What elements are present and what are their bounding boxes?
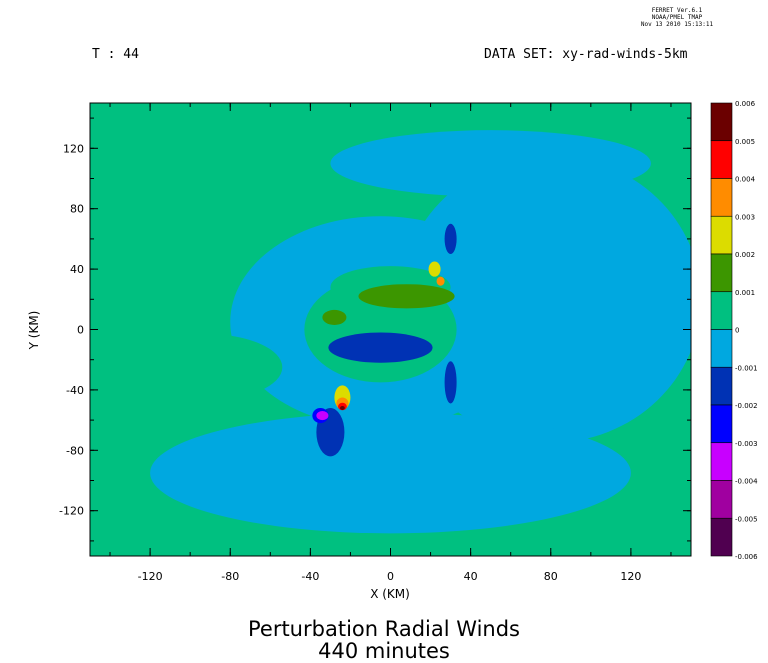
colorbar-label: -0.003 xyxy=(735,440,758,448)
field-region-7 xyxy=(358,284,455,309)
field-region-1 xyxy=(150,412,631,534)
ferret-version-stamp: FERRET Ver.6.1 NOAA/PMEL TMAP Nov 13 201… xyxy=(622,7,732,28)
y-tick-label: 0 xyxy=(77,324,84,337)
chart-title: Perturbation Radial Winds xyxy=(247,617,520,641)
colorbar-label: 0.001 xyxy=(735,289,755,297)
x-tick-label: -80 xyxy=(221,570,239,583)
colorbar-swatch xyxy=(710,517,733,557)
colorbar-label: 0.003 xyxy=(735,213,755,221)
field-region-8 xyxy=(322,309,347,325)
x-tick-label: 0 xyxy=(387,570,394,583)
ferret-line-3: Nov 13 2010 15:13:11 xyxy=(640,21,714,28)
y-tick-label: -120 xyxy=(59,505,84,518)
colorbar-label: 0.002 xyxy=(735,251,755,259)
dataset-label: DATA SET: xy-rad-winds-5km xyxy=(484,47,688,62)
x-tick-label: 40 xyxy=(464,570,478,583)
colorbar-swatch xyxy=(710,178,733,217)
colorbar-swatch xyxy=(710,253,733,293)
y-tick-label: 40 xyxy=(70,263,84,276)
x-tick-label: 80 xyxy=(544,570,558,583)
x-tick-label: 120 xyxy=(620,570,641,583)
colorbar-label: 0 xyxy=(735,327,739,335)
colorbar-label: 0.004 xyxy=(735,176,756,184)
y-tick-label: 120 xyxy=(63,142,84,155)
colorbar-label: -0.006 xyxy=(735,553,758,561)
colorbar-label: 0.005 xyxy=(735,138,755,146)
y-tick-label: -80 xyxy=(66,444,84,457)
field-region-20 xyxy=(340,406,345,410)
plot-area xyxy=(89,102,692,557)
field-region-10 xyxy=(436,276,445,286)
y-axis-label: Y (KM) xyxy=(27,311,41,351)
y-axis: 120 80 40 0 -40 -80 -120 xyxy=(59,117,691,542)
field-region-3 xyxy=(330,130,651,197)
field-region-16 xyxy=(316,411,329,421)
colorbar-swatch xyxy=(710,291,733,330)
ferret-line-2: NOAA/PMEL TMAP xyxy=(651,14,703,21)
colorbar-swatch xyxy=(710,366,733,406)
field-region-5 xyxy=(130,334,283,401)
time-step-label: T : 44 xyxy=(92,47,139,62)
colorbar-label: -0.004 xyxy=(735,478,758,486)
x-axis: -120 -80 -40 0 40 80 120 xyxy=(109,103,672,583)
ferret-line-1: FERRET Ver.6.1 xyxy=(651,7,703,14)
colorbar-swatch xyxy=(710,215,733,255)
colorbar-swatch xyxy=(710,442,733,481)
x-tick-label: -120 xyxy=(138,570,163,583)
field-region-13 xyxy=(444,361,457,404)
field-region-9 xyxy=(428,261,441,277)
colorbar-swatch xyxy=(710,140,733,179)
colorbar-label: -0.001 xyxy=(735,364,758,372)
x-axis-label: X (KM) xyxy=(370,587,410,601)
colorbar-label: -0.002 xyxy=(735,402,758,410)
field-region-11 xyxy=(328,332,433,363)
x-tick-label: -40 xyxy=(301,570,319,583)
colorbar-label: -0.005 xyxy=(735,515,758,523)
chart-subtitle: 440 minutes xyxy=(318,639,450,663)
field-region-12 xyxy=(444,223,457,254)
y-tick-label: 80 xyxy=(70,203,84,216)
colorbar-swatch xyxy=(710,329,733,368)
colorbar: 0.006 0.005 0.004 0.003 0.002 0.001 0 -0.001 -0.… xyxy=(710,100,758,561)
colorbar-swatch xyxy=(710,102,733,142)
field-regions xyxy=(130,130,691,534)
colorbar-swatch xyxy=(710,404,733,444)
y-tick-label: -40 xyxy=(66,384,84,397)
colorbar-label: 0.006 xyxy=(735,100,756,108)
colorbar-swatch xyxy=(710,480,733,519)
